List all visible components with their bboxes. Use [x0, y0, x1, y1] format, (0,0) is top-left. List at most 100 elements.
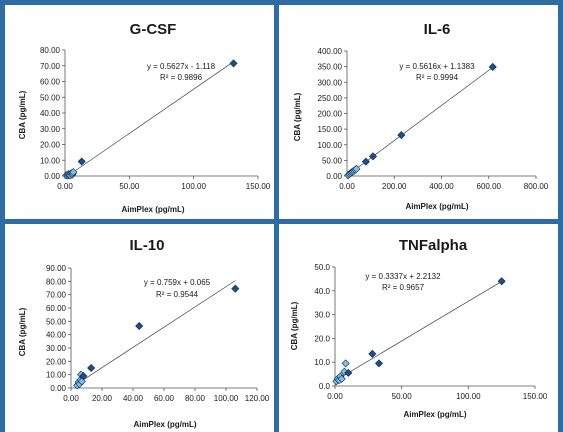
data-point	[352, 164, 361, 173]
data-point	[87, 363, 96, 373]
plot-area: 0.00 10.00 20.00 30.00 40.00 50.00 60.00 70.00 8…	[40, 46, 271, 191]
y-tick-label: 20.0	[314, 334, 330, 343]
x-tick-label: 150.00	[246, 182, 271, 191]
y-tick-label: 70.00	[40, 62, 61, 71]
y-tick-label: 80.00	[40, 46, 61, 55]
y-tick-label: 10.0	[314, 358, 330, 367]
chart-panel-gcsf: G-CSF CBA (pg/mL) AimPlex (pg/mL) y = 0.…	[5, 5, 274, 219]
data-point	[341, 359, 350, 368]
y-axis-label: CBA (pg/mL)	[293, 92, 302, 141]
chart-gcsf: G-CSF CBA (pg/mL) AimPlex (pg/mL) y = 0.…	[18, 21, 271, 214]
data-point	[229, 59, 238, 68]
y-tick-label: 0.00	[44, 172, 60, 181]
x-tick-label: 40.00	[123, 394, 144, 403]
y-tick-label: 30.00	[46, 344, 67, 353]
y-tick-label: 150.00	[318, 125, 343, 134]
trend-equation: y = 0.5627x - 1.118	[147, 62, 216, 71]
y-tick-label: 80.00	[46, 277, 67, 286]
y-tick-label: 0.0	[319, 382, 331, 391]
y-tick-label: 200.00	[318, 110, 343, 119]
data-point	[368, 349, 377, 358]
trend-equation: y = 0.759x + 0.065	[144, 278, 211, 287]
y-tick-label: 60.00	[40, 78, 61, 87]
y-tick-label: 30.0	[314, 311, 330, 320]
chart-tnfalpha: TNFalpha CBA (pg/mL) AimPlex (pg/mL) y =…	[290, 237, 548, 419]
y-tick-label: 50.00	[40, 93, 61, 102]
data-point	[497, 277, 506, 286]
data-point	[344, 368, 353, 377]
trend-r2: R² = 0.9657	[382, 283, 425, 292]
y-tick-label: 0.00	[326, 172, 342, 181]
y-tick-label: 300.00	[318, 78, 343, 87]
y-tick-label: 100.00	[318, 141, 343, 150]
trend-r2: R² = 0.9544	[156, 290, 199, 299]
trendline	[77, 280, 236, 385]
y-tick-label: 250.00	[318, 94, 343, 103]
x-tick-label: 0.00	[339, 182, 355, 191]
trend-r2: R² = 0.9994	[416, 73, 459, 82]
y-axis-label: CBA (pg/mL)	[290, 301, 299, 350]
data-point	[337, 374, 346, 383]
data-point	[135, 321, 144, 331]
data-point	[397, 131, 406, 140]
x-tick-label: 100.00	[456, 392, 481, 401]
x-tick-label: 60.00	[154, 394, 175, 403]
data-point	[368, 152, 378, 161]
y-tick-label: 40.00	[46, 331, 67, 340]
trend-equation: y = 0.3337x + 2.2132	[365, 272, 441, 281]
x-tick-label: 120.00	[245, 394, 270, 403]
y-tick-label: 400.00	[318, 47, 343, 56]
x-tick-label: 50.00	[392, 392, 413, 401]
y-tick-label: 50.00	[46, 317, 67, 326]
chart-panel-il6: IL-6 CBA (pg/mL) AimPlex (pg/mL) y = 0.5…	[279, 5, 558, 219]
chart-title: IL-6	[424, 21, 451, 38]
y-tick-label: 0.00	[50, 384, 66, 393]
y-tick-label: 40.00	[40, 109, 61, 118]
x-tick-label: 80.00	[185, 394, 206, 403]
x-tick-label: 800.00	[524, 182, 549, 191]
trendline	[66, 61, 234, 178]
chart-title: IL-10	[129, 237, 164, 254]
y-tick-label: 70.00	[46, 291, 67, 300]
x-tick-label: 0.00	[63, 394, 79, 403]
x-tick-label: 100.00	[181, 182, 206, 191]
y-tick-label: 50.0	[314, 263, 330, 272]
chart-il10: IL-10 CBA (pg/mL) AimPlex (pg/mL) y = 0.…	[18, 237, 270, 429]
y-tick-label: 90.00	[46, 264, 67, 273]
y-tick-label: 10.00	[40, 156, 61, 165]
data-point	[79, 371, 88, 381]
x-tick-label: 20.00	[92, 394, 113, 403]
x-tick-label: 600.00	[477, 182, 502, 191]
data-point	[231, 284, 240, 293]
x-tick-label: 50.00	[119, 182, 140, 191]
x-axis-label: AimPlex (pg/mL)	[133, 420, 196, 429]
x-axis-label: AimPlex (pg/mL)	[403, 410, 466, 419]
x-tick-label: 0.00	[327, 392, 343, 401]
y-axis-label: CBA (pg/mL)	[18, 90, 27, 139]
x-tick-label: 200.00	[382, 182, 407, 191]
x-axis-label: AimPlex (pg/mL)	[405, 202, 468, 211]
data-point	[361, 157, 370, 166]
y-tick-label: 40.0	[314, 287, 330, 296]
plot-area: 0.0 10.0 20.0 30.0 40.0 50.0 0.00 50.00 100.00 15…	[314, 263, 547, 401]
data-point	[77, 157, 86, 166]
trendline	[336, 281, 502, 381]
x-tick-label: 400.00	[429, 182, 454, 191]
x-tick-label: 150.00	[523, 392, 548, 401]
y-tick-label: 10.00	[46, 371, 67, 380]
plot-area: 0.00 10.00 20.00 30.00 40.00 50.00 60.00 70.00 8…	[46, 264, 270, 403]
y-tick-label: 50.00	[322, 156, 343, 165]
x-tick-label: 0.00	[57, 182, 73, 191]
chart-panel-tnfalpha: TNFalpha CBA (pg/mL) AimPlex (pg/mL) y =…	[279, 224, 558, 432]
chart-title: G-CSF	[130, 21, 177, 38]
y-tick-label: 20.00	[40, 141, 61, 150]
chart-title: TNFalpha	[399, 237, 468, 254]
data-point	[374, 359, 384, 368]
trend-equation: y = 0.5616x + 1.1383	[399, 62, 475, 71]
x-tick-label: 100.00	[214, 394, 239, 403]
y-tick-label: 60.00	[46, 304, 67, 313]
data-point	[69, 168, 78, 177]
y-tick-label: 20.00	[46, 357, 67, 366]
chart-il6: IL-6 CBA (pg/mL) AimPlex (pg/mL) y = 0.5…	[293, 21, 549, 211]
